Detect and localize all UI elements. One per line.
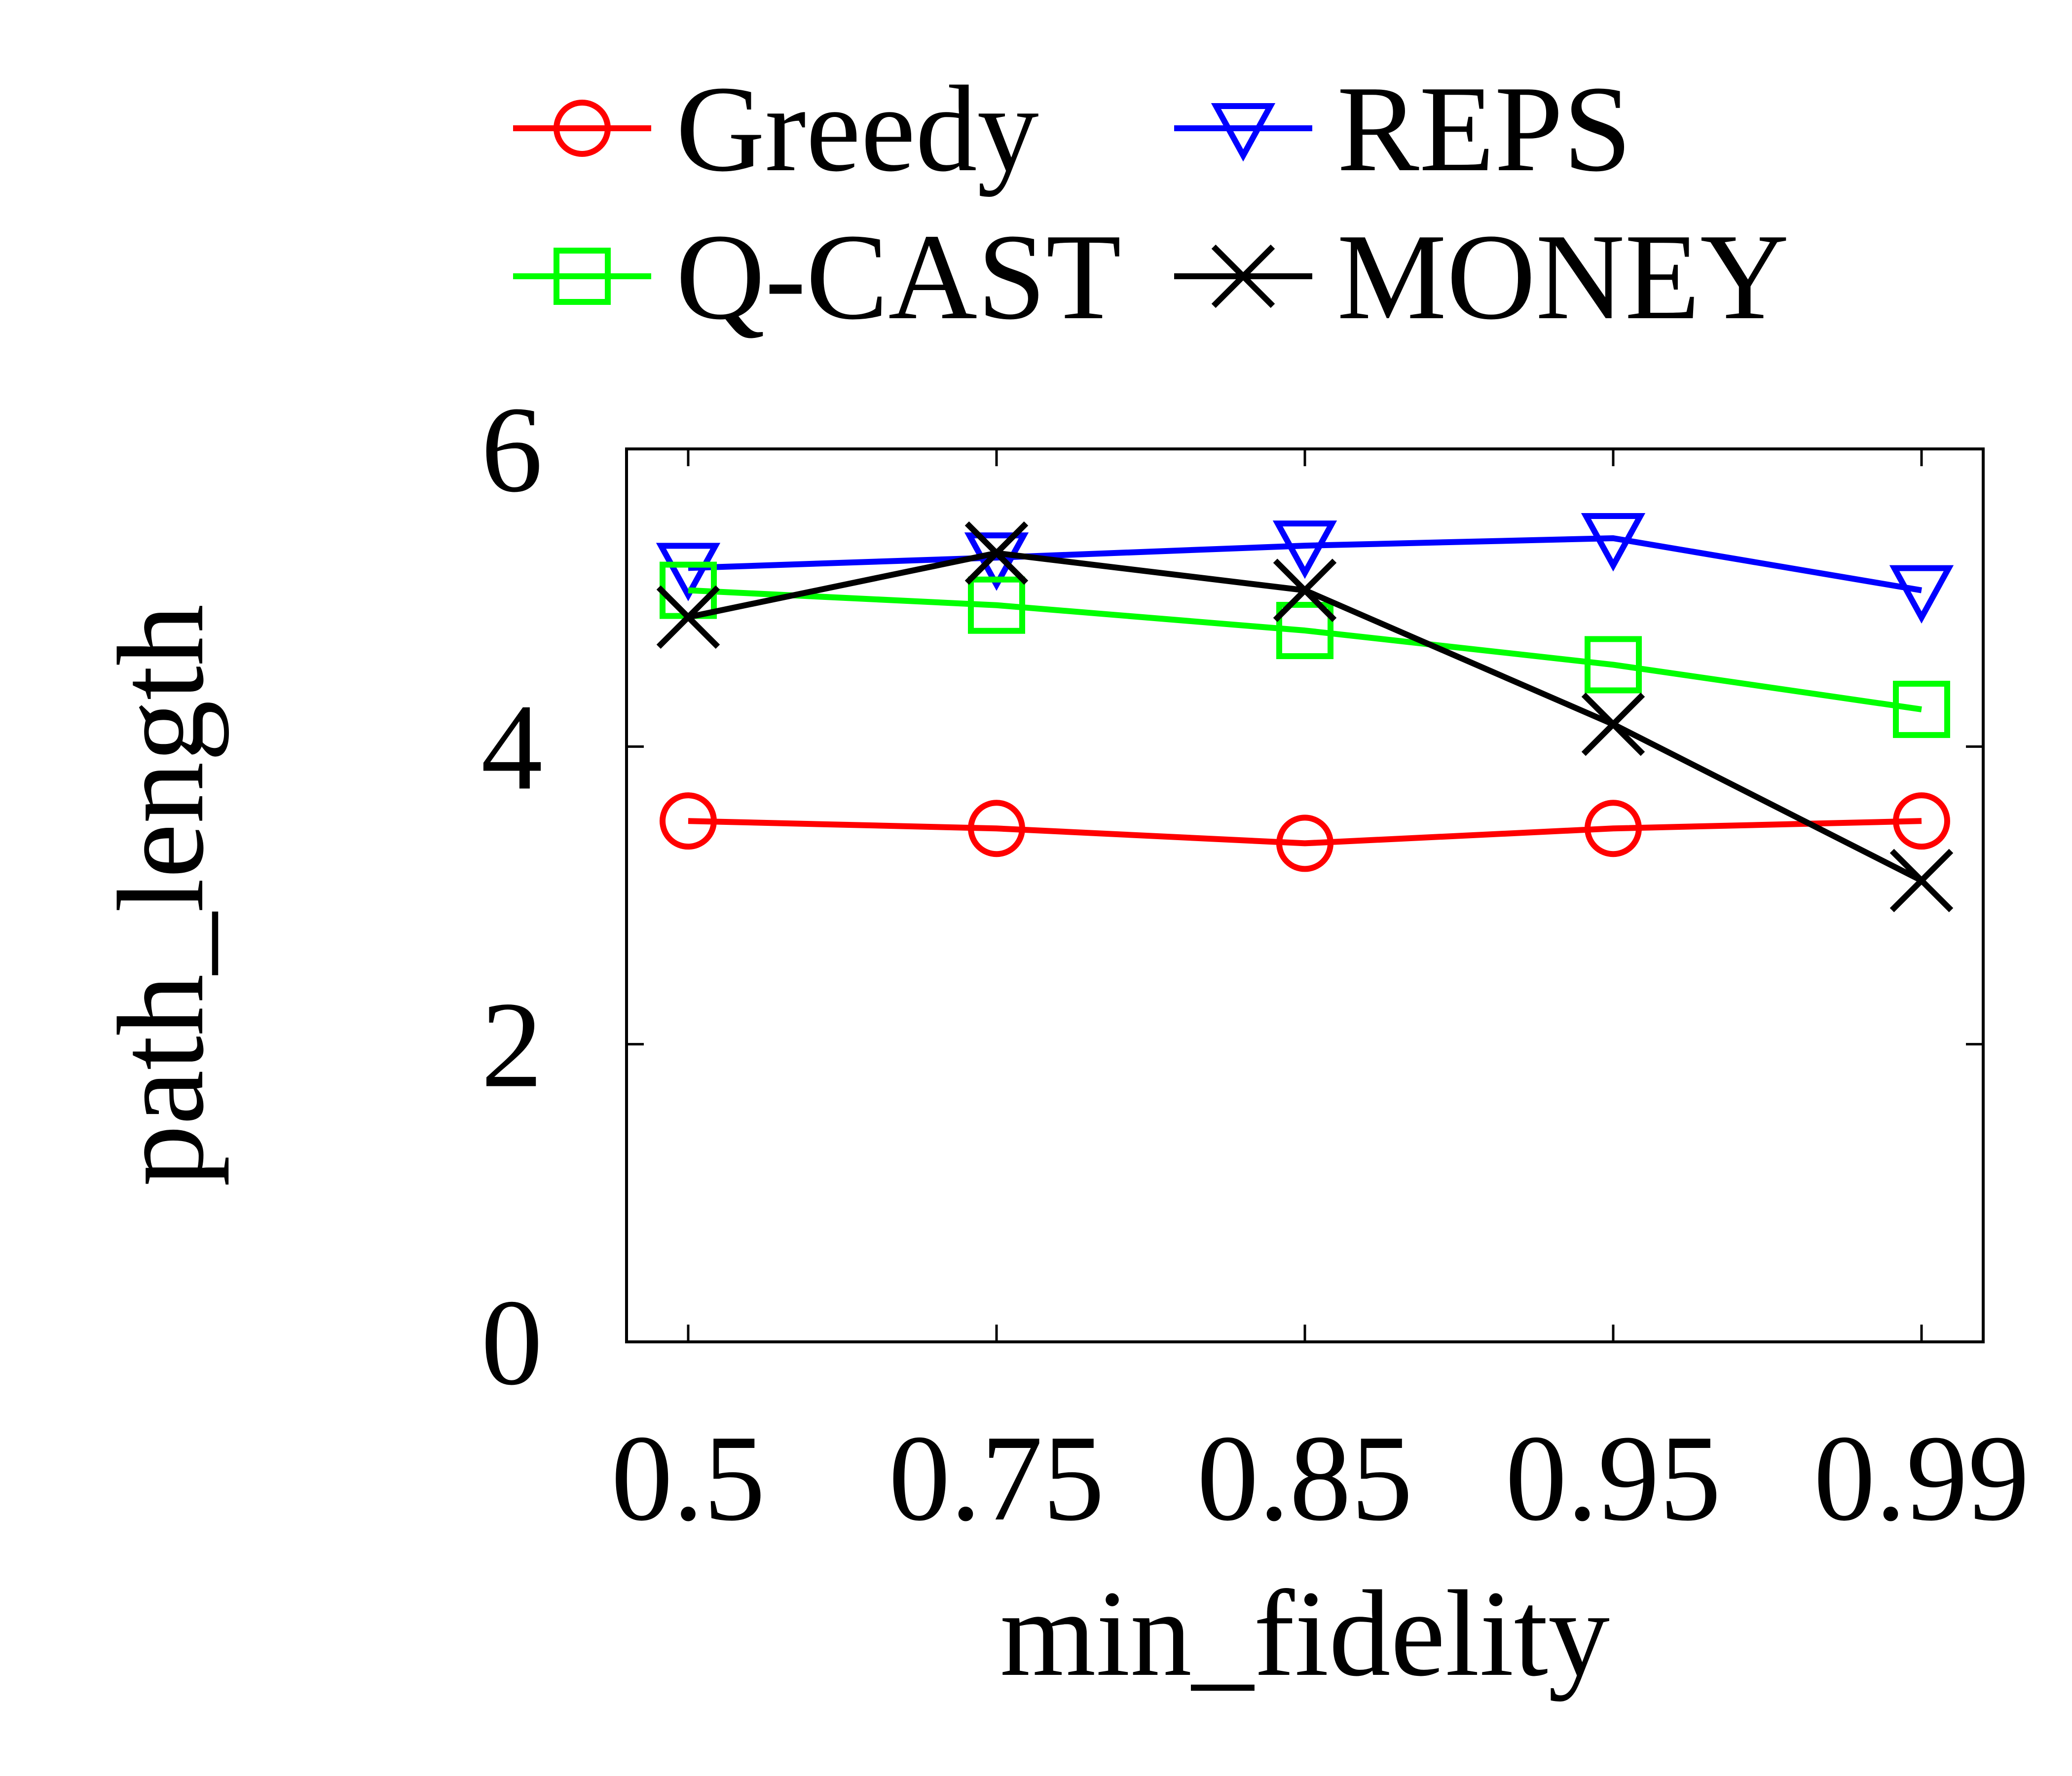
y-tick-label: 0: [481, 1274, 543, 1411]
y-axis-label: path_length: [93, 604, 229, 1186]
data-point: [1581, 692, 1645, 756]
data-point: [1276, 814, 1333, 872]
series-greedy: [660, 792, 1950, 872]
data-point: [1889, 565, 1954, 624]
series-layer: [656, 513, 1954, 913]
axis-ticks: 0.5 0.75 0.85 0.95 0.99 0 2 4 6: [481, 381, 2030, 1547]
series-reps: [656, 513, 1954, 624]
legend-entry: Q-CAST: [513, 209, 1121, 345]
series-line: [688, 818, 1922, 847]
legend-marker: [554, 248, 611, 305]
legend-entry: REPS: [1174, 61, 1632, 197]
y-tick-label: 6: [481, 381, 543, 518]
data-point: [964, 532, 1029, 591]
legend-label: REPS: [1337, 61, 1632, 197]
data-point: [656, 585, 720, 649]
series-line: [688, 535, 1922, 593]
data-point: [964, 521, 1029, 585]
data-point: [1276, 602, 1333, 660]
legend-marker: [1211, 244, 1275, 308]
x-tick-label: 0.5: [611, 1410, 766, 1547]
data-point: [968, 576, 1025, 634]
x-axis-label: min_fidelity: [1000, 1565, 1610, 1702]
data-point: [968, 800, 1025, 857]
y-tick-label: 2: [481, 977, 543, 1113]
data-point: [1585, 636, 1642, 694]
data-point: [656, 543, 721, 601]
data-point: [1273, 558, 1337, 622]
data-point: [1272, 520, 1337, 579]
data-point: [1581, 513, 1646, 572]
x-tick-label: 0.75: [888, 1410, 1105, 1547]
data-point: [1893, 680, 1950, 738]
y-tick-label: 4: [481, 679, 543, 815]
legend-marker: [1211, 103, 1276, 162]
legend-entry: Greedy: [513, 61, 1039, 197]
x-tick-label: 0.95: [1505, 1410, 1721, 1547]
x-tick-label: 0.85: [1197, 1410, 1413, 1547]
legend-marker: [554, 100, 611, 157]
legend-label: Q-CAST: [676, 209, 1121, 345]
data-point: [660, 792, 717, 850]
legend: Greedy REPS Q-CAST MONEY: [513, 61, 1789, 345]
data-point: [1585, 800, 1642, 857]
series-line: [688, 587, 1922, 712]
legend-label: MONEY: [1337, 209, 1789, 345]
data-point: [1893, 792, 1950, 850]
legend-label: Greedy: [676, 61, 1039, 197]
x-tick-label: 0.99: [1813, 1410, 2030, 1547]
series-q-cast: [660, 561, 1950, 738]
legend-entry: MONEY: [1174, 209, 1789, 345]
series-money: [656, 521, 1954, 913]
data-point: [1889, 849, 1954, 913]
